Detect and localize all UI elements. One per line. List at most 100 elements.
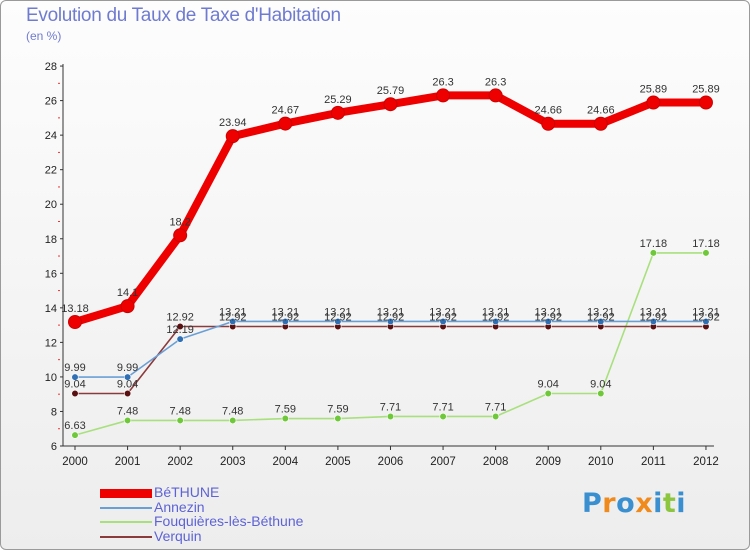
data-point-2 (439, 412, 447, 421)
data-point-1 (386, 317, 395, 326)
data-point-2 (702, 249, 710, 257)
data-label-1: 13.21 (482, 306, 510, 318)
data-label-1: 9.99 (64, 362, 85, 374)
data-label-1: 13.21 (534, 306, 562, 318)
data-point-2 (334, 414, 342, 423)
data-label-0: 25.89 (640, 83, 668, 95)
x-tick-label: 2009 (535, 456, 561, 468)
data-point-0 (120, 299, 135, 314)
data-label-3: 12.92 (692, 311, 720, 323)
data-label-1: 13.21 (377, 306, 405, 318)
data-point-1 (439, 317, 447, 326)
data-point-0 (225, 129, 240, 144)
data-point-0 (593, 116, 608, 131)
y-tick-label: 8 (51, 406, 57, 418)
y-tick-label: 16 (45, 268, 57, 280)
data-point-1 (492, 317, 500, 326)
series-line-0 (71, 91, 710, 327)
data-label-1: 13.21 (219, 306, 247, 318)
data-label-0: 14.1 (117, 287, 138, 299)
data-point-2 (649, 249, 657, 257)
y-axis-unit-label: (en %) (26, 29, 62, 43)
chart-title: Evolution du Taux de Taxe d'Habitation (26, 5, 341, 26)
data-point-1 (702, 317, 710, 326)
data-point-1 (229, 317, 237, 326)
y-tick-label: 12 (45, 337, 57, 349)
data-label-0: 23.94 (219, 117, 247, 129)
data-label-3: 9.04 (64, 378, 85, 390)
data-label-2: 7.71 (485, 401, 506, 413)
data-point-2 (123, 416, 132, 425)
data-point-2 (281, 414, 289, 423)
data-label-3: 12.92 (534, 311, 562, 323)
legend-swatch (100, 489, 152, 498)
data-point-3 (123, 389, 132, 398)
data-label-0: 24.66 (587, 105, 615, 117)
y-tick-label: 14 (45, 303, 57, 315)
legend-label: Fouquières-lès-Béthune (154, 513, 304, 529)
y-tick-label: 20 (45, 199, 57, 211)
logo-letter: r (602, 488, 617, 519)
data-label-2: 7.48 (169, 405, 190, 417)
logo-letter: i (653, 488, 663, 519)
data-point-0 (541, 116, 556, 131)
data-label-2: 7.48 (117, 405, 138, 417)
x-tick-label: 2006 (378, 456, 404, 468)
data-label-0: 26.3 (432, 76, 453, 88)
data-label-2: 7.59 (327, 404, 348, 416)
data-label-3: 12.92 (166, 311, 194, 323)
legend-swatch (100, 535, 152, 538)
x-tick-label: 2001 (115, 456, 141, 468)
data-label-3: 9.04 (117, 378, 138, 390)
data-point-2 (597, 389, 605, 398)
data-label-1: 13.21 (692, 306, 720, 318)
data-label-2: 6.63 (64, 420, 85, 432)
legend-label: BéTHUNE (154, 484, 220, 500)
data-point-2 (229, 416, 237, 425)
data-point-1 (176, 335, 184, 343)
x-tick-label: 2008 (483, 456, 509, 468)
legend-swatch (100, 506, 152, 509)
data-label-2: 7.59 (275, 404, 296, 416)
logo-letter: t (662, 488, 677, 519)
data-label-0: 24.66 (534, 105, 562, 117)
y-tick-label: 28 (45, 61, 57, 73)
data-point-1 (281, 317, 289, 326)
proxiti-logo: Proxiti (582, 488, 686, 519)
data-point-0 (68, 315, 82, 330)
data-point-2 (386, 412, 395, 421)
data-label-1: 9.99 (117, 362, 138, 374)
x-tick-label: 2004 (273, 456, 299, 468)
data-point-1 (649, 317, 657, 326)
y-tick-label: 10 (45, 372, 57, 384)
data-label-1: 13.21 (587, 306, 615, 318)
data-point-0 (330, 105, 345, 120)
data-label-1: 13.21 (640, 306, 668, 318)
x-tick-label: 2010 (588, 456, 614, 468)
data-label-1: 13.21 (272, 306, 300, 318)
data-label-1: 13.21 (429, 306, 457, 318)
x-tick-label: 2007 (430, 456, 456, 468)
data-point-1 (597, 317, 605, 326)
data-point-2 (71, 431, 79, 439)
data-point-1 (123, 373, 132, 381)
data-label-2: 9.04 (590, 378, 611, 390)
y-tick-label: 22 (45, 165, 57, 177)
data-label-2: 7.71 (432, 401, 453, 413)
data-label-0: 25.29 (324, 94, 352, 106)
data-label-0: 25.79 (377, 85, 405, 97)
x-tick-label: 2000 (62, 456, 88, 468)
data-label-3: 12.92 (272, 311, 300, 323)
legend-label: Annezin (154, 498, 205, 515)
data-point-3 (176, 322, 184, 331)
data-point-1 (334, 317, 342, 326)
data-point-0 (488, 88, 503, 103)
logo-letter: P (582, 488, 603, 519)
data-label-2: 17.18 (640, 238, 668, 250)
data-label-0: 13.18 (61, 303, 89, 315)
y-tick-label: 24 (45, 130, 57, 142)
data-point-1 (544, 317, 552, 326)
data-label-2: 9.04 (538, 378, 559, 390)
